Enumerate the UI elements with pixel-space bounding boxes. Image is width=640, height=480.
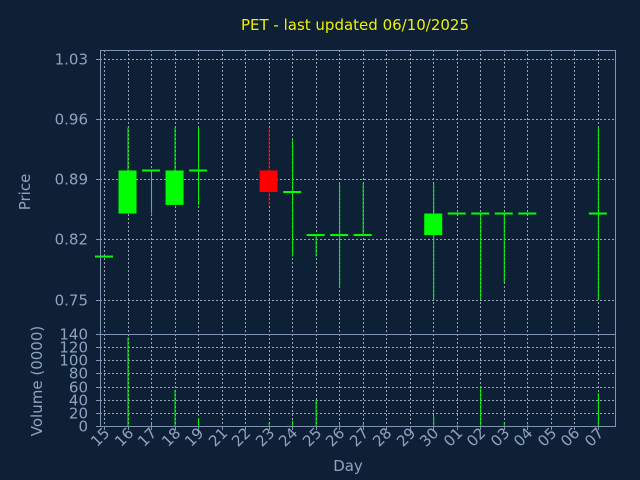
candle-body — [494, 212, 513, 215]
chart-title: PET - last updated 06/10/2025 — [241, 16, 469, 34]
volume-plot-frame — [100, 334, 616, 427]
price-tick-label: 0.89 — [55, 171, 88, 189]
volume-tick-label: 20 — [69, 405, 88, 423]
x-axis-label: Day — [333, 457, 363, 475]
candle-body — [588, 212, 607, 215]
price-axis-ticks: 0.75 0.82 0.89 0.96 1.03 — [55, 51, 100, 310]
volume-layer — [127, 337, 599, 426]
volume-tick-label: 60 — [69, 379, 88, 397]
day-tick-label: 24 — [275, 424, 301, 450]
price-tick-label: 0.96 — [55, 111, 88, 129]
day-tick-label: 07 — [581, 424, 607, 450]
day-tick-label: 26 — [322, 424, 348, 450]
price-tick-label: 0.82 — [55, 231, 88, 249]
volume-tick-label: 0 — [78, 418, 88, 436]
candle-body — [142, 169, 161, 172]
candle-body — [283, 191, 302, 193]
day-tick-label: 15 — [87, 424, 113, 450]
candle-body — [165, 170, 184, 205]
volume-tick-label: 140 — [59, 326, 88, 344]
candle-body — [424, 213, 443, 236]
day-tick-label: 22 — [228, 424, 254, 450]
price-tick-label: 0.75 — [55, 292, 88, 310]
volume-tick-label: 120 — [59, 339, 88, 357]
x-axis-ticks: 1516171819212223242526272829300102030405… — [87, 424, 607, 450]
day-tick-label: 06 — [557, 424, 583, 450]
day-tick-label: 30 — [416, 424, 442, 450]
candle-body — [447, 212, 466, 215]
candle-body — [353, 234, 372, 237]
candle-body — [306, 234, 325, 237]
candle-body — [189, 169, 208, 172]
price-tick-label: 1.03 — [55, 51, 88, 69]
day-tick-label: 17 — [134, 424, 160, 450]
volume-grid — [100, 334, 615, 426]
day-tick-label: 04 — [510, 424, 536, 450]
candle-body — [118, 170, 137, 214]
volume-axis-label: Volume (0000) — [28, 326, 46, 436]
candle-body — [518, 212, 537, 215]
day-tick-label: 02 — [463, 424, 489, 450]
candle-body — [95, 255, 113, 258]
candle-body — [259, 170, 278, 192]
candle-body — [330, 234, 349, 237]
volume-tick-label: 40 — [69, 392, 88, 410]
candles-layer — [95, 127, 607, 300]
volume-tick-label: 100 — [59, 352, 88, 370]
price-axis-label: Price — [16, 174, 34, 211]
day-tick-label: 28 — [369, 424, 395, 450]
candle-body — [471, 212, 490, 215]
volume-tick-label: 80 — [69, 365, 88, 383]
day-tick-label: 19 — [181, 424, 207, 450]
